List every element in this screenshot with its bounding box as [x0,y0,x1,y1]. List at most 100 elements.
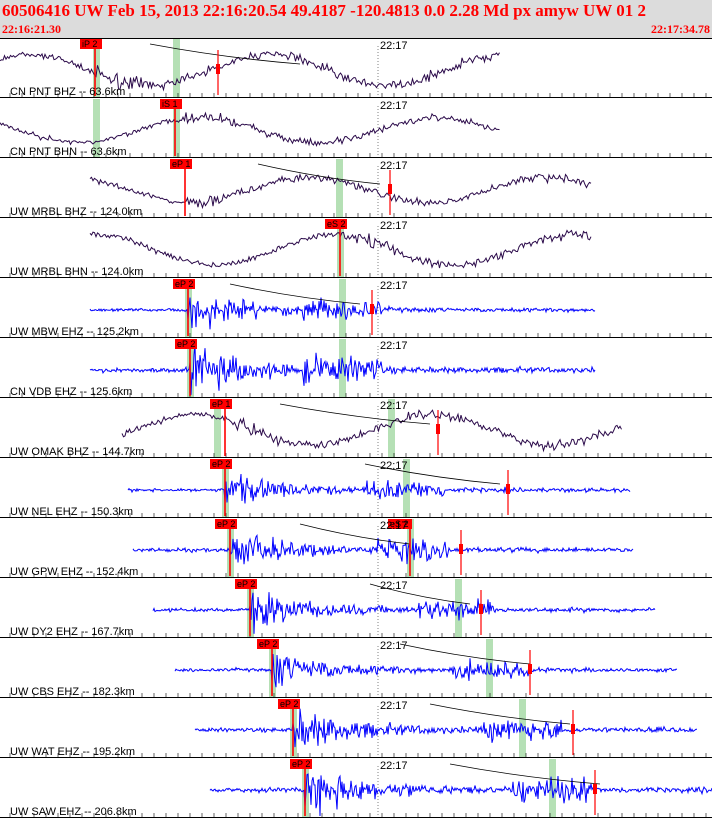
pick-label: eP 2 [212,459,230,469]
trace-panel: iS 1 22:17 CN PNT BHN -- 63.6km [0,99,712,158]
pick-label: eP 2 [280,699,298,709]
station-label: UW MBW EHZ -- 125.2km [10,326,139,338]
pick-flag [170,159,192,169]
start-time: 22:16:21.30 [2,22,61,36]
waveform [89,172,592,210]
pick-flag [278,699,300,709]
trace-panel: eP 2 22:17 UW MBW EHZ -- 125.2km [0,279,712,338]
trace-panel: eP 2 eS 222:17 UW GPW EHZ -- 152.4km [0,519,712,578]
coda-curve [399,643,531,665]
pick-flag [210,459,232,469]
time-mark-label: 22:17 [380,760,408,772]
p-window [214,399,221,457]
time-mark-label: 22:17 [380,340,408,352]
pick-flag [215,519,237,529]
coda-curve [449,763,601,785]
amp-marker-box [571,724,575,734]
event-title: 60506416 UW Feb 15, 2013 22:16:20.54 49.… [2,1,646,20]
pick-label: eP 1 [212,399,230,409]
pick-label: eS 2 [327,219,346,229]
pick-flag [235,579,257,589]
s-window [173,99,180,157]
waveform [194,708,697,748]
pick-label: eP 2 [217,519,235,529]
waveform [0,111,500,147]
amp-marker-box [528,664,532,674]
trace-panel: eP 2 22:17 UW NEL EHZ -- 150.3km [0,459,712,518]
trace-panel: eP 2 22:17 UW DY2 EHZ -- 167.7km [0,579,712,638]
station-label: UW CBS EHZ -- 182.3km [10,686,135,698]
coda-curve [149,43,301,65]
station-label: CN PNT BHZ -- 63.6km [10,86,125,98]
time-mark-label: 22:17 [380,280,408,292]
amp-marker-box [479,604,483,614]
coda-curve [299,523,411,545]
coda-curve [364,463,501,485]
station-label: UW MRBL BHZ -- 124.0km [10,206,142,218]
waveform [121,409,622,453]
waveform [0,51,500,92]
station-label: CN PNT BHN -- 63.6km [10,146,127,158]
time-mark-label: 22:17 [380,460,408,472]
station-label: UW NEL EHZ -- 150.3km [10,506,133,518]
time-mark-label: 22:17 [380,700,408,712]
time-mark-label: 22:17 [380,640,408,652]
station-label: UW WAT EHZ -- 195.2km [10,746,135,758]
seismogram-plot[interactable]: iP 2 22:17 CN PNT BHZ -- 63.6km iS 1 22:17 CN… [0,38,712,818]
amp-marker-box [370,304,374,314]
pick-label: eP 2 [237,579,255,589]
trace-panel: eP 2 22:17 UW WAT EHZ -- 195.2km [0,699,712,758]
pick-flag [173,279,195,289]
pick-flag [175,339,197,349]
waveform [89,344,596,395]
pick-label: iS 1 [162,99,178,109]
pick-flag [257,639,279,649]
station-label: UW SAW EHZ -- 206.8km [10,806,137,818]
pick-label: eP 2 [177,339,195,349]
pick-label: eP 2 [292,759,310,769]
station-label: UW MRBL BHN -- 124.0km [10,266,143,278]
trace-panel: eP 1 22:17 UW OMAK BHZ -- 144.7km [0,399,712,458]
time-mark-label: 22:17 [380,100,408,112]
time-mark-label: 22:17 [380,220,408,232]
waveform [132,533,634,565]
end-time: 22:17:34.78 [651,22,710,36]
waveform [174,653,678,688]
pick-flag [80,39,102,49]
coda-curve [369,583,471,605]
amp-marker-box [593,784,597,794]
s-window [486,639,493,697]
pick-label: eP 1 [172,159,190,169]
pick-label: eS 2 [390,519,409,529]
s-window [336,159,343,217]
station-label: CN VDB EHZ -- 125.6km [10,386,132,398]
trace-panel: eP 2 22:17 CN VDB EHZ -- 125.6km [0,339,712,398]
pick-flag [325,219,347,229]
amp-marker-box [506,484,510,494]
waveform [89,297,596,330]
pick-flag [210,399,232,409]
waveform [152,592,656,634]
time-mark-label: 22:17 [380,400,408,412]
amp-marker-box [459,544,463,554]
header-bar: 60506416 UW Feb 15, 2013 22:16:20.54 49.… [0,0,712,38]
pick-flag [290,759,312,769]
time-mark-label: 22:17 [380,580,408,592]
coda-curve [229,283,361,305]
amp-marker-box [216,64,220,74]
trace-panel: eP 1 22:17 UW MRBL BHZ -- 124.0km [0,159,712,218]
pick-label: eP 2 [259,639,277,649]
pick-flag [160,99,182,109]
p-window [93,39,100,97]
p-window [93,99,100,157]
time-mark-label: 22:17 [380,520,408,532]
trace-panel: iP 2 22:17 CN PNT BHZ -- 63.6km [0,39,712,98]
pick-label: iP 2 [82,39,97,49]
station-label: UW DY2 EHZ -- 167.7km [10,626,133,638]
station-label: UW OMAK BHZ -- 144.7km [10,446,144,458]
pick-flag [388,519,412,529]
s-window [339,339,346,397]
s-window [549,759,556,817]
coda-curve [257,163,381,185]
trace-panel: eS 2 22:17 UW MRBL BHN -- 124.0km [0,219,712,278]
